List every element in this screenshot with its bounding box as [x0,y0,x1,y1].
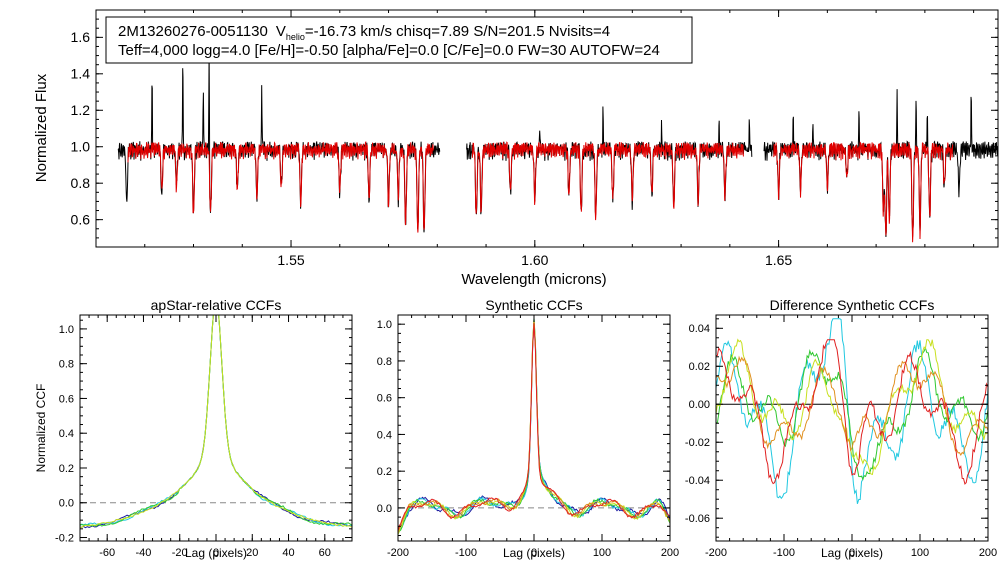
difference-ccf-visit-3-line [716,346,988,481]
difference-ccf-visit-2-line [716,318,988,504]
annotation-line-1: 2M13260276-0051130 Vhelio=-16.73 km/s chi… [118,23,610,42]
synthetic-spectrum-line-chip-2 [471,141,744,221]
apstar-ccf-panel: -60 -40 -20 0 20 40 60 -0.20.00.20.40.60.81.0 … [34,297,353,560]
y-tick-label: 0.8 [59,359,74,371]
synthetic-spectrum-line-chip-1 [127,140,434,233]
spectrum-x-axis-label: Wavelength (microns) [461,271,606,288]
difference-ccf-x-ticks: -200 -100 0 100 200 [705,315,997,559]
y-tick-label: 1.0 [71,139,91,155]
vhelio-text: =-16.73 km/s chisq=7.89 S/N=201.5 Nvisit… [305,23,610,40]
y-tick-label: 0.0 [59,498,74,510]
y-tick-label: 0.6 [377,393,392,405]
y-tick-label: 0.6 [71,212,91,228]
x-tick-label: -20 [172,547,188,559]
vhelio-subscript: helio [286,32,305,42]
y-tick-label: 0.4 [377,429,392,441]
synthetic-spectrum-line-chip-3 [773,141,954,243]
difference-ccf-visit-5-line [716,355,988,457]
apstar-ccf-x-ticks: -60 -40 -20 0 20 40 60 [79,315,353,559]
annotation-frame [105,16,693,64]
x-tick-label: 0 [213,547,219,559]
x-tick-label: -100 [455,547,477,559]
difference-ccf-y-ticks: -0.06 -0.04 -0.02 0.00 0.02 0.04 [685,318,988,538]
x-tick-label: 0 [531,547,537,559]
y-tick-label: -0.06 [685,513,710,525]
x-tick-label: 60 [319,547,331,559]
spectrum-lines [117,49,998,243]
y-tick-label: -0.02 [685,437,710,449]
x-tick-label: -200 [387,547,409,559]
y-tick-label: 0.0 [377,503,392,515]
y-tick-label: 0.04 [689,323,710,335]
y-tick-label: 1.0 [377,319,392,331]
y-tick-label: 0.2 [377,466,392,478]
y-tick-label: 0.8 [377,356,392,368]
spectrum-panel: 1.55 1.60 1.65 0.6 0.8 1.0 1.2 1.4 1.6 Waveleng… [33,9,999,288]
y-tick-label: -0.04 [685,475,710,487]
y-tick-label: -0.2 [55,532,74,544]
difference-ccf-x-axis-label: Lag (pixels) [821,546,883,560]
apstar-ccf-y-axis-label: Normalized CCF [34,384,48,473]
apstar-ccf-lines [80,315,352,529]
spectrum-y-ticks: 0.6 0.8 1.0 1.2 1.4 1.6 [71,18,998,248]
synthetic-ccf-panel: -200 -100 0 100 200 0.0 0.2 0.4 0.6 0.8 1.0 Synth… [377,297,679,560]
x-tick-label: 1.65 [765,252,792,268]
y-tick-label: 0.02 [689,361,710,373]
y-tick-label: 1.0 [59,324,74,336]
x-tick-label: 1.55 [277,252,304,268]
synthetic-ccf-y-ticks: 0.0 0.2 0.4 0.6 0.8 1.0 [377,319,670,536]
x-tick-label: 100 [911,547,929,559]
x-tick-label: 100 [593,547,611,559]
apstar-ccf-visit-3-line [80,315,352,527]
apstar-ccf-visit-4-line [80,315,352,528]
x-tick-label: 1.60 [521,252,548,268]
y-tick-label: 0.2 [59,463,74,475]
x-tick-label: -40 [136,547,152,559]
y-tick-label: 1.2 [71,102,91,118]
synthetic-ccf-title: Synthetic CCFs [485,297,582,313]
annotation-line-2: Teff=4,000 logg=4.0 [Fe/H]=-0.50 [alpha/… [118,42,660,59]
x-tick-label: 200 [979,547,997,559]
star-id: 2M13260276-0051130 [118,23,268,40]
y-tick-label: 0.4 [59,428,74,440]
y-tick-label: 0.6 [59,393,74,405]
spectrum-y-axis-label: Normalized Flux [33,73,50,182]
x-tick-label: 20 [246,547,258,559]
synthetic-ccf-x-axis-label: Lag (pixels) [503,546,565,560]
difference-ccf-panel: -200 -100 0 100 200 -0.06 -0.04 -0.02 0.00 0.02 0… [685,297,997,560]
difference-ccf-title: Difference Synthetic CCFs [770,297,935,313]
spectrum-annotation-box: 2M13260276-0051130 Vhelio=-16.73 km/s chi… [105,16,693,64]
synthetic-ccf-visit-6-line [398,323,670,531]
vhelio-symbol: V [276,23,286,40]
difference-ccf-lines [716,318,988,504]
y-tick-label: 1.4 [71,66,91,82]
x-tick-label: -60 [99,547,115,559]
apstar-ccf-x-axis-label: Lag (pixels) [185,546,247,560]
difference-ccf-visit-6-line [716,339,988,485]
x-tick-label: -200 [705,547,727,559]
spectrum-x-ticks: 1.55 1.60 1.65 [95,10,975,268]
x-tick-label: 200 [661,547,679,559]
x-tick-label: -100 [773,547,795,559]
x-tick-label: 0 [849,547,855,559]
x-tick-label: 40 [282,547,294,559]
y-tick-label: 0.8 [71,175,91,191]
apstar-ccf-y-ticks: -0.2 0.0 0.2 0.4 0.6 0.8 1.0 [55,319,352,544]
y-tick-label: 1.6 [71,29,91,45]
apstar-ccf-title: apStar-relative CCFs [151,297,282,313]
y-tick-label: 0.00 [689,399,710,411]
synthetic-ccf-x-ticks: -200 -100 0 100 200 [387,315,679,559]
